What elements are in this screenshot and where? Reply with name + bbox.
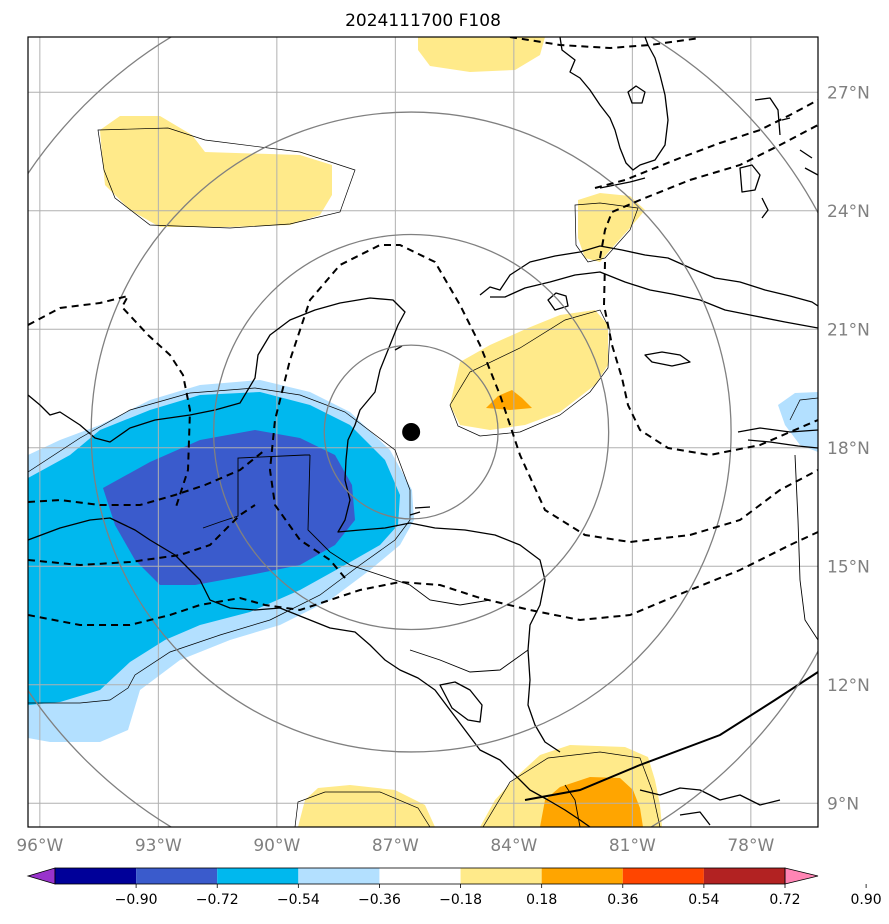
coastline-layer xyxy=(28,37,818,827)
border-nicaragua xyxy=(409,649,529,673)
coastline-islands-bay xyxy=(394,345,431,516)
storm-center-marker xyxy=(402,423,421,441)
border-honduras xyxy=(329,551,491,606)
contour-outline-south xyxy=(294,791,431,827)
longitude-tick-label: 84°W xyxy=(490,836,537,856)
coastline-mexico-gulf xyxy=(28,297,406,481)
latitude-tick-label: 24°N xyxy=(827,202,870,222)
longitude-tick-label: 78°W xyxy=(727,836,774,856)
coastline-lake-okeechobee xyxy=(627,85,646,104)
longitude-tick-label: 96°W xyxy=(16,836,63,856)
latitude-tick-label: 27°N xyxy=(827,83,870,103)
colorbar-tick-label: −0.36 xyxy=(358,892,401,908)
anomaly-fill-layer xyxy=(28,37,818,827)
map-title: 2024111700 F108 xyxy=(345,11,501,31)
latitude-tick-label: 21°N xyxy=(827,320,870,340)
anomaly-yellow-caribbean xyxy=(450,310,608,430)
colorbar-segment xyxy=(703,868,785,884)
coastline-florida-keys xyxy=(599,177,646,189)
coastline-pacific xyxy=(28,517,591,827)
border-guatemala-belize xyxy=(307,454,331,553)
coastline-bahamas xyxy=(739,97,818,219)
colorbar-extend-low xyxy=(26,867,56,885)
dashed-contour-southwest xyxy=(28,531,818,626)
colorbar-segment xyxy=(541,868,623,884)
coastline-cuba-south xyxy=(490,271,818,329)
latitude-tick-label: 9°N xyxy=(827,794,859,814)
range-ring xyxy=(323,344,499,520)
coastline-florida xyxy=(559,37,669,171)
map-frame xyxy=(27,36,819,828)
colorbar-segment xyxy=(379,868,461,884)
anomaly-orange-caribbean xyxy=(486,390,532,410)
border-bold-line xyxy=(524,671,818,801)
dashed-contour-northwest xyxy=(28,294,192,511)
longitude-tick-label: 90°W xyxy=(253,836,300,856)
colorbar-extend-high xyxy=(784,867,819,885)
dashed-contour-west-band xyxy=(28,449,266,506)
coastline-panama xyxy=(639,787,781,826)
dashed-contour-northeast xyxy=(594,99,818,189)
range-ring xyxy=(212,233,610,631)
dashed-contour-west-lower xyxy=(28,504,256,567)
map-area xyxy=(28,37,818,827)
latitude-tick-labels: 27°N 24°N 21°N 18°N 15°N 12°N 9°N xyxy=(827,83,870,814)
latitude-tick-label: 12°N xyxy=(827,676,870,696)
anomaly-yellow-cuba-west xyxy=(578,193,645,262)
coastline-cuba xyxy=(479,245,818,307)
contour-outline-gulf-north xyxy=(97,127,356,229)
colorbar-tick-label: −0.18 xyxy=(439,892,482,908)
longitude-tick-label: 93°W xyxy=(135,836,182,856)
colorbar-segment xyxy=(298,868,380,884)
colorbar-tick-label: −0.90 xyxy=(115,892,158,908)
colorbar-segment xyxy=(622,868,704,884)
dashed-contours xyxy=(28,37,818,626)
border-mexico-guatemala xyxy=(202,454,310,529)
longitude-tick-label: 81°W xyxy=(609,836,656,856)
anomaly-yellow-top-edge xyxy=(418,37,545,72)
colorbar-tick-label: 0.90 xyxy=(851,892,882,908)
dashed-contour-cuba-loop xyxy=(599,124,818,457)
colorbar-tick-label: 0.72 xyxy=(769,892,800,908)
graticule-layer xyxy=(28,37,818,827)
contour-outline-east xyxy=(789,397,818,421)
anomaly-yellow-south-left xyxy=(298,785,435,827)
colorbar-labels: −0.90 −0.72 −0.54 −0.36 −0.18 0.18 0.36 0.54 0.7… xyxy=(115,892,882,908)
latitude-tick-label: 18°N xyxy=(827,439,870,459)
colorbar-tick-label: 0.54 xyxy=(688,892,719,908)
colorbar-segment xyxy=(136,868,218,884)
anomaly-contour-outlines xyxy=(28,127,818,827)
contour-outline-central-america xyxy=(28,387,411,704)
colorbar-segment xyxy=(55,868,137,884)
coastline-lake-nicaragua xyxy=(439,681,483,723)
colorbar-tick-label: −0.54 xyxy=(277,892,320,908)
contour-outline-south-right xyxy=(482,751,661,827)
border-east-edge xyxy=(794,454,818,641)
colorbar-tick-label: 0.18 xyxy=(526,892,557,908)
country-borders xyxy=(202,454,818,827)
colorbar xyxy=(26,867,867,888)
latitude-tick-label: 15°N xyxy=(827,557,870,577)
colorbar-segment xyxy=(460,868,542,884)
coastline-isle-of-youth xyxy=(547,292,569,311)
anomaly-orange-south xyxy=(540,777,643,827)
colorbar-segment xyxy=(217,868,299,884)
colorbar-frame xyxy=(54,867,786,885)
range-ring xyxy=(90,111,732,753)
dashed-contour-inner-loop xyxy=(268,244,818,579)
contour-outline-caribbean xyxy=(449,309,611,437)
colorbar-tick-label: −0.72 xyxy=(196,892,239,908)
coastline-central-america-east xyxy=(337,479,561,753)
anomaly-light-blue-east xyxy=(778,392,818,452)
longitude-tick-labels: 96°W 93°W 90°W 87°W 84°W 81°W 78°W xyxy=(16,836,774,856)
border-costa-rica-panama xyxy=(564,784,581,827)
contour-outline-cuba-west xyxy=(574,202,639,263)
range-rings xyxy=(28,37,818,827)
colorbar-tick-label: 0.36 xyxy=(607,892,638,908)
dashed-contour-top xyxy=(509,37,701,50)
longitude-tick-label: 87°W xyxy=(372,836,419,856)
coastline-jamaica xyxy=(644,351,691,367)
coastline-hispaniola xyxy=(737,427,818,449)
